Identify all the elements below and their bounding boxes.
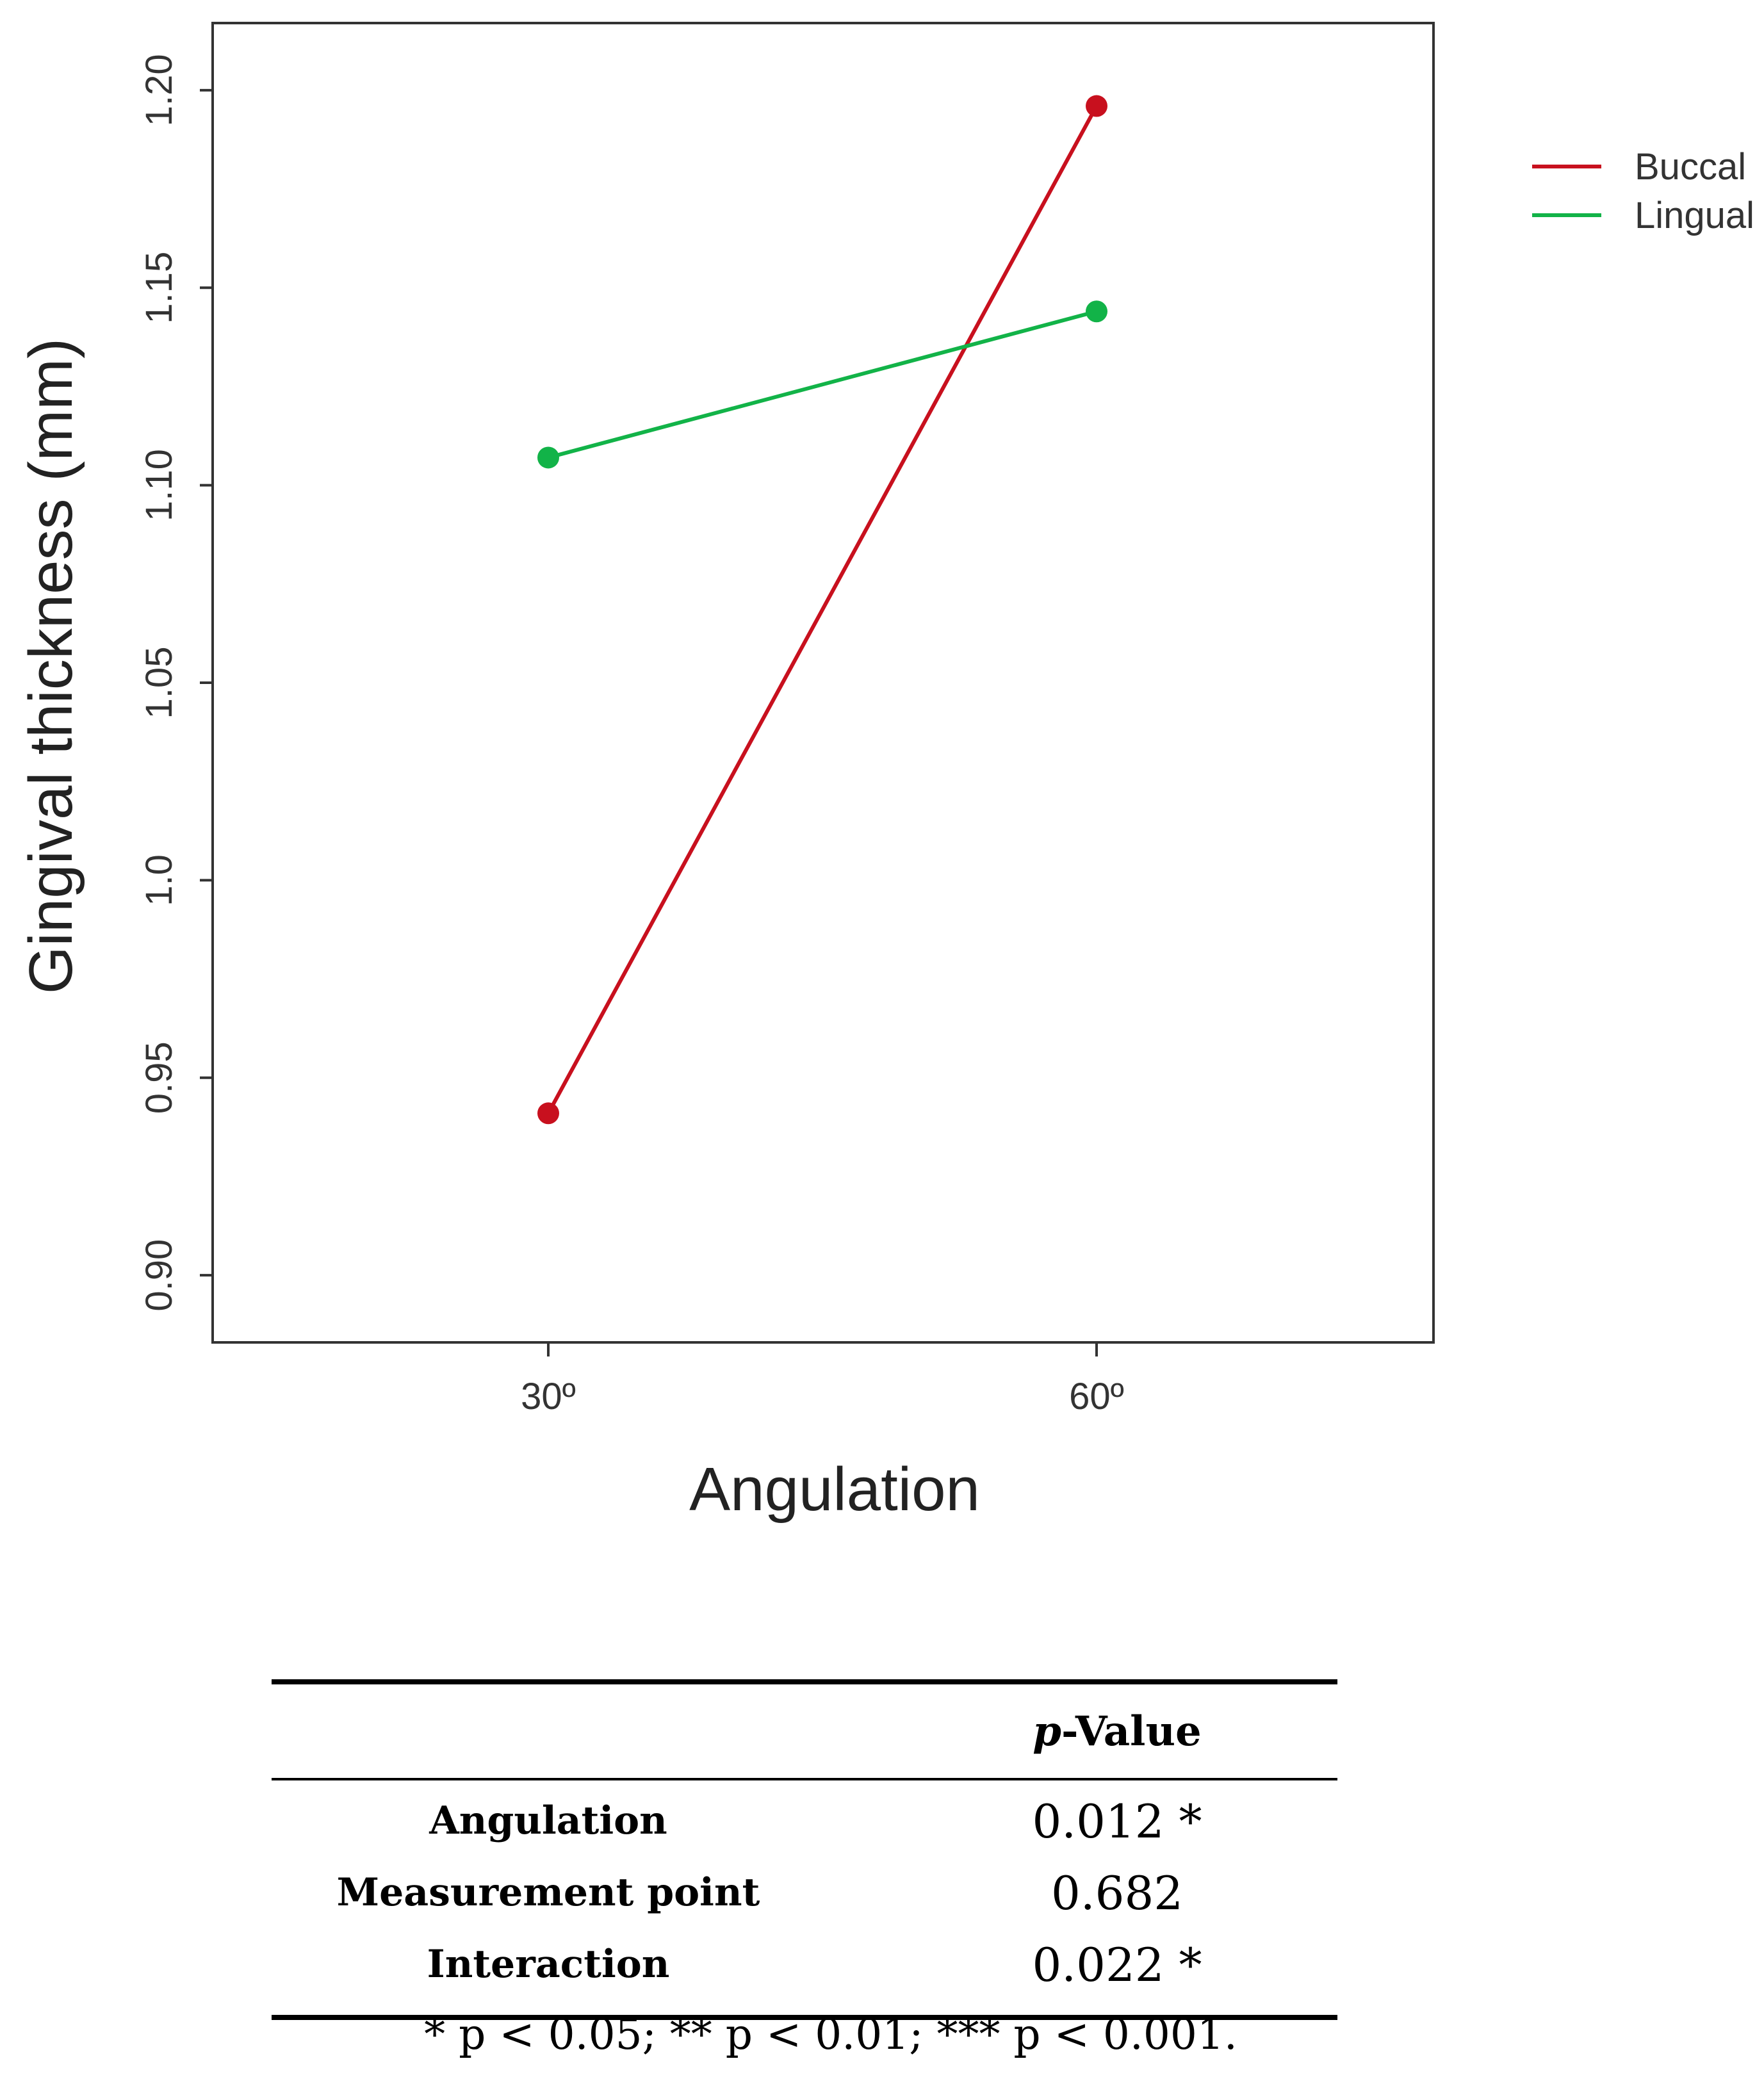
y-tick-label: 1.10 — [138, 449, 180, 521]
p-value-header-italic: p — [1033, 1707, 1062, 1755]
legend: Buccal Lingual — [1532, 146, 1754, 236]
buccal-data-point — [537, 1102, 559, 1125]
table-top-rule — [272, 1679, 1337, 1684]
row-label: Interaction — [427, 1942, 670, 1987]
line-chart: 0.90 0.95 1.0 1.05 1.10 1.15 1.20 30º 60º Gingi… — [17, 22, 1754, 1524]
x-tick-label: 60º — [1069, 1376, 1124, 1417]
table-row: Interaction 0.022 * — [272, 1929, 1337, 2001]
x-tick-label: 30º — [521, 1376, 576, 1417]
p-value-header-rest: -Value — [1061, 1707, 1202, 1755]
lingual-series-line — [548, 309, 1097, 460]
table-header: p-Value — [272, 1684, 1337, 1778]
p-value-header: p-Value — [981, 1707, 1253, 1755]
table-row: Measurement point 0.682 — [272, 1857, 1337, 1929]
plot-frame — [211, 22, 1435, 1344]
table-header-rule — [272, 1778, 1337, 1780]
y-tick-label: 1.15 — [138, 252, 180, 324]
y-tick-label: 1.05 — [138, 647, 180, 719]
buccal-series-line — [546, 105, 1098, 1114]
table-bottom-rule — [272, 2015, 1337, 2020]
significance-footnote: * p < 0.05; ** p < 0.01; *** p < 0.001. — [424, 2010, 1237, 2059]
row-value: 0.012 * — [1032, 1795, 1202, 1848]
legend-label: Lingual — [1635, 195, 1754, 236]
lingual-data-point — [1086, 300, 1107, 323]
y-tick-label: 0.90 — [138, 1239, 180, 1312]
buccal-data-point — [1086, 95, 1107, 117]
lingual-data-point — [537, 446, 559, 469]
y-tick-label: 1.0 — [138, 854, 180, 906]
y-tick-label: 1.20 — [138, 54, 180, 126]
row-label: Angulation — [429, 1798, 667, 1843]
row-value: 0.682 — [1050, 1866, 1184, 1920]
row-value: 0.022 * — [1032, 1938, 1202, 1992]
table-row: Angulation 0.012 * — [272, 1786, 1337, 1857]
y-axis-label: Gingival thickness (mm) — [17, 338, 85, 994]
y-tick-label: 0.95 — [138, 1041, 180, 1114]
statistics-table: p-Value Angulation 0.012 * Measurement p… — [272, 1679, 1337, 2020]
row-label: Measurement point — [336, 1870, 760, 1915]
x-axis-label: Angulation — [689, 1455, 980, 1524]
legend-label: Buccal — [1635, 146, 1746, 188]
